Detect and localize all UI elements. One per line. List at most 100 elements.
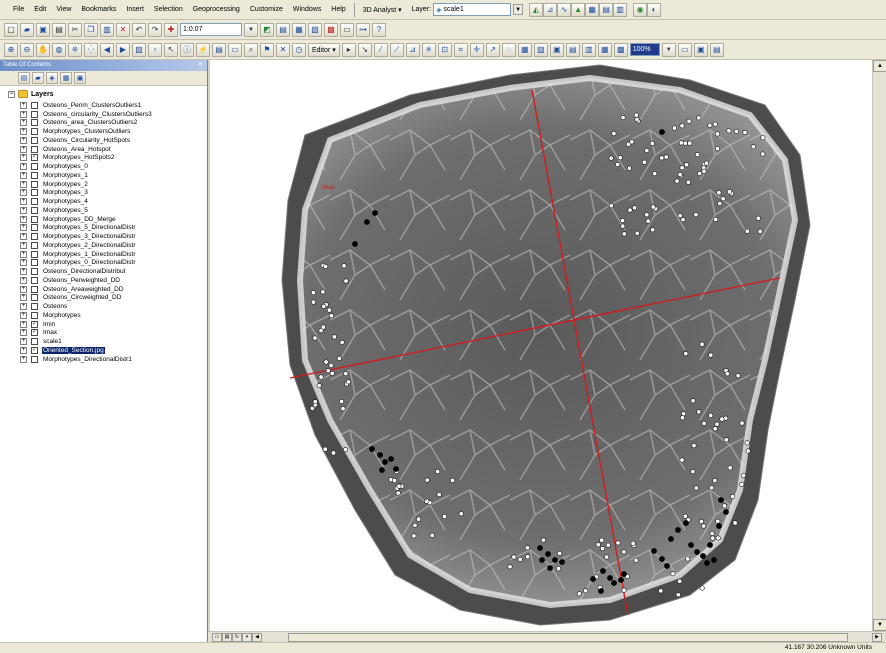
layer-label[interactable]: Morphotypes_0_DirectionalDistr (43, 259, 136, 267)
georef-icon[interactable]: ▧ (533, 42, 548, 57)
3d-globe-icon[interactable]: ◉ (633, 2, 648, 17)
layer-label[interactable]: Oriented_Section.jpg (42, 346, 105, 354)
expand-icon[interactable]: + (20, 241, 27, 249)
3d-graph-icon[interactable]: ▦ (585, 2, 600, 17)
expand-icon[interactable]: + (20, 303, 27, 311)
menu-customize[interactable]: Customize (249, 6, 283, 13)
fixed-zoom-out-icon[interactable]: ⁛ (84, 42, 98, 57)
layer-label[interactable]: Imin (43, 320, 56, 328)
layer-item[interactable]: + Morphotypes_DirectionalDistr1 (0, 355, 207, 364)
open-folder-icon[interactable]: ▰ (20, 22, 34, 37)
python-window-icon[interactable]: ▭ (340, 22, 354, 37)
toc-options-icon[interactable]: ▣ (74, 72, 86, 84)
layer-visibility-checkbox[interactable] (31, 294, 38, 302)
scroll-left-icon[interactable]: ◀ (252, 632, 262, 642)
layer-item[interactable]: + Osteons_Perweighted_DD (0, 276, 207, 285)
catalog-icon[interactable]: ▦ (292, 22, 306, 37)
expand-icon[interactable]: + (20, 311, 27, 319)
expand-icon[interactable]: + (20, 250, 27, 258)
expand-icon[interactable]: + (20, 276, 27, 284)
expand-icon[interactable]: + (20, 145, 27, 153)
layout-zoom-out-icon[interactable]: ▤ (565, 42, 580, 57)
focus-frame-icon[interactable]: ▣ (693, 42, 708, 57)
list-by-source-icon[interactable]: ▰ (32, 72, 44, 84)
layer-visibility-checkbox[interactable] (31, 355, 38, 363)
layer-item[interactable]: + Morphotypes_1_DirectionalDistr (0, 250, 207, 259)
layer-visibility-checkbox[interactable] (31, 276, 38, 284)
layer-visibility-checkbox[interactable] (31, 250, 38, 258)
layer-visibility-checkbox[interactable] (31, 110, 38, 118)
layer-item[interactable]: + Osteons_circularity_ClustersOutliers3 (0, 110, 207, 119)
list-by-visibility-icon[interactable]: ◈ (46, 72, 58, 84)
3d-tool-icon[interactable]: ◭ (529, 2, 544, 17)
layer-item[interactable]: + Morphotypes_3 (0, 189, 207, 198)
expand-icon[interactable]: + (20, 163, 27, 171)
find-icon[interactable]: ⌕ (244, 42, 258, 57)
expand-icon[interactable]: + (20, 154, 27, 162)
html-popup-icon[interactable]: ▤ (212, 42, 226, 57)
3d-line-icon[interactable]: ∿ (557, 2, 572, 17)
add-data-icon[interactable]: ✚ (164, 22, 178, 37)
paste-icon[interactable]: ▥ (100, 22, 114, 37)
expand-icon[interactable]: + (20, 259, 27, 267)
imax-axis-line[interactable] (531, 89, 629, 616)
attributes-icon[interactable]: ↗ (485, 42, 500, 57)
expand-icon[interactable]: + (20, 329, 27, 337)
expand-icon[interactable]: + (20, 128, 27, 136)
layer-label[interactable]: Osteons_Perim_ClustersOutliers1 (43, 101, 142, 109)
expand-icon[interactable]: + (20, 101, 27, 109)
layer-visibility-checkbox[interactable] (31, 311, 38, 319)
expand-icon[interactable]: + (20, 355, 27, 363)
layout-pan-icon[interactable]: ▥ (581, 42, 596, 57)
edit-tool-icon[interactable]: ▸ (341, 42, 356, 57)
layer-visibility-checkbox[interactable] (31, 233, 38, 241)
layer-visibility-checkbox[interactable]: ✓ (31, 329, 38, 337)
expand-icon[interactable]: + (20, 215, 27, 223)
menu-edit[interactable]: Edit (34, 6, 47, 13)
layer-item[interactable]: + Morphotypes_1 (0, 171, 207, 180)
layer-item[interactable]: + Morphotypes_0 (0, 162, 207, 171)
expand-icon[interactable]: + (20, 171, 27, 179)
scale-dropdown-arrow-icon[interactable]: ▼ (244, 22, 258, 37)
data-view-icon[interactable]: ▭ (212, 632, 222, 642)
table-of-contents-icon[interactable]: ▤ (276, 22, 290, 37)
menu-help[interactable]: Help (331, 6, 346, 13)
layer-label[interactable]: Osteons_area_ClustersOutliers2 (43, 119, 138, 127)
menu-windows[interactable]: Windows (292, 6, 322, 13)
rotate-icon[interactable]: ✛ (469, 42, 484, 57)
hyperlink-icon[interactable]: ⚡ (196, 42, 210, 57)
layers-root[interactable]: − Layers (0, 89, 207, 99)
fixed-zoom-in-icon[interactable]: ⁜ (68, 42, 82, 57)
layer-label[interactable]: Osteons (43, 303, 68, 311)
layer-label[interactable]: Morphotypes_3_DirectionalDistr (43, 233, 136, 241)
layer-item[interactable]: + ✓ Imax (0, 329, 207, 338)
menu-geoprocessing[interactable]: Geoprocessing (192, 6, 240, 13)
copy-icon[interactable]: ❐ (84, 22, 98, 37)
straight-segment-icon[interactable]: ⁄ (373, 42, 388, 57)
refresh-icon[interactable]: ↻ (232, 632, 242, 642)
layer-item[interactable]: + Morphotypes_2_DirectionalDistr (0, 241, 207, 250)
layer-visibility-checkbox[interactable] (31, 303, 38, 311)
expand-icon[interactable]: + (20, 119, 27, 127)
menu-insert[interactable]: Insert (126, 6, 144, 13)
layer-label[interactable]: Osteons_circularity_ClustersOutliers3 (43, 110, 152, 118)
layer-item[interactable]: + ✓ Morphotypes_HotSpots2 (0, 154, 207, 163)
layer-visibility-checkbox[interactable] (31, 189, 38, 197)
layer-item[interactable]: + ✓ Oriented_Section.jpg (0, 346, 207, 355)
layout-view-icon[interactable]: ▤ (222, 632, 232, 642)
layer-visibility-checkbox[interactable] (31, 128, 38, 136)
time-slider-icon[interactable]: ◷ (292, 42, 306, 57)
layer-label[interactable]: Imax (43, 329, 58, 337)
layer-label[interactable]: Morphotypes_5_DirectionalDistr (43, 224, 136, 232)
zoom-100-icon[interactable]: ▩ (613, 42, 628, 57)
list-by-drawing-order-icon[interactable]: ▤ (18, 72, 30, 84)
cut-polygon-icon[interactable]: ⌗ (453, 42, 468, 57)
layer-label[interactable]: Morphotypes (43, 311, 81, 319)
select-elements-icon[interactable]: ↖ (164, 42, 178, 57)
layer-item[interactable]: + Morphotypes (0, 311, 207, 320)
menu-view[interactable]: View (56, 6, 72, 13)
layer-label[interactable]: Osteons_Circularity_HotSpots (43, 136, 131, 144)
arctoolbox-icon[interactable]: ▩ (324, 22, 338, 37)
layer-label[interactable]: Morphotypes_3 (43, 189, 88, 197)
layer-visibility-checkbox[interactable] (31, 241, 38, 249)
